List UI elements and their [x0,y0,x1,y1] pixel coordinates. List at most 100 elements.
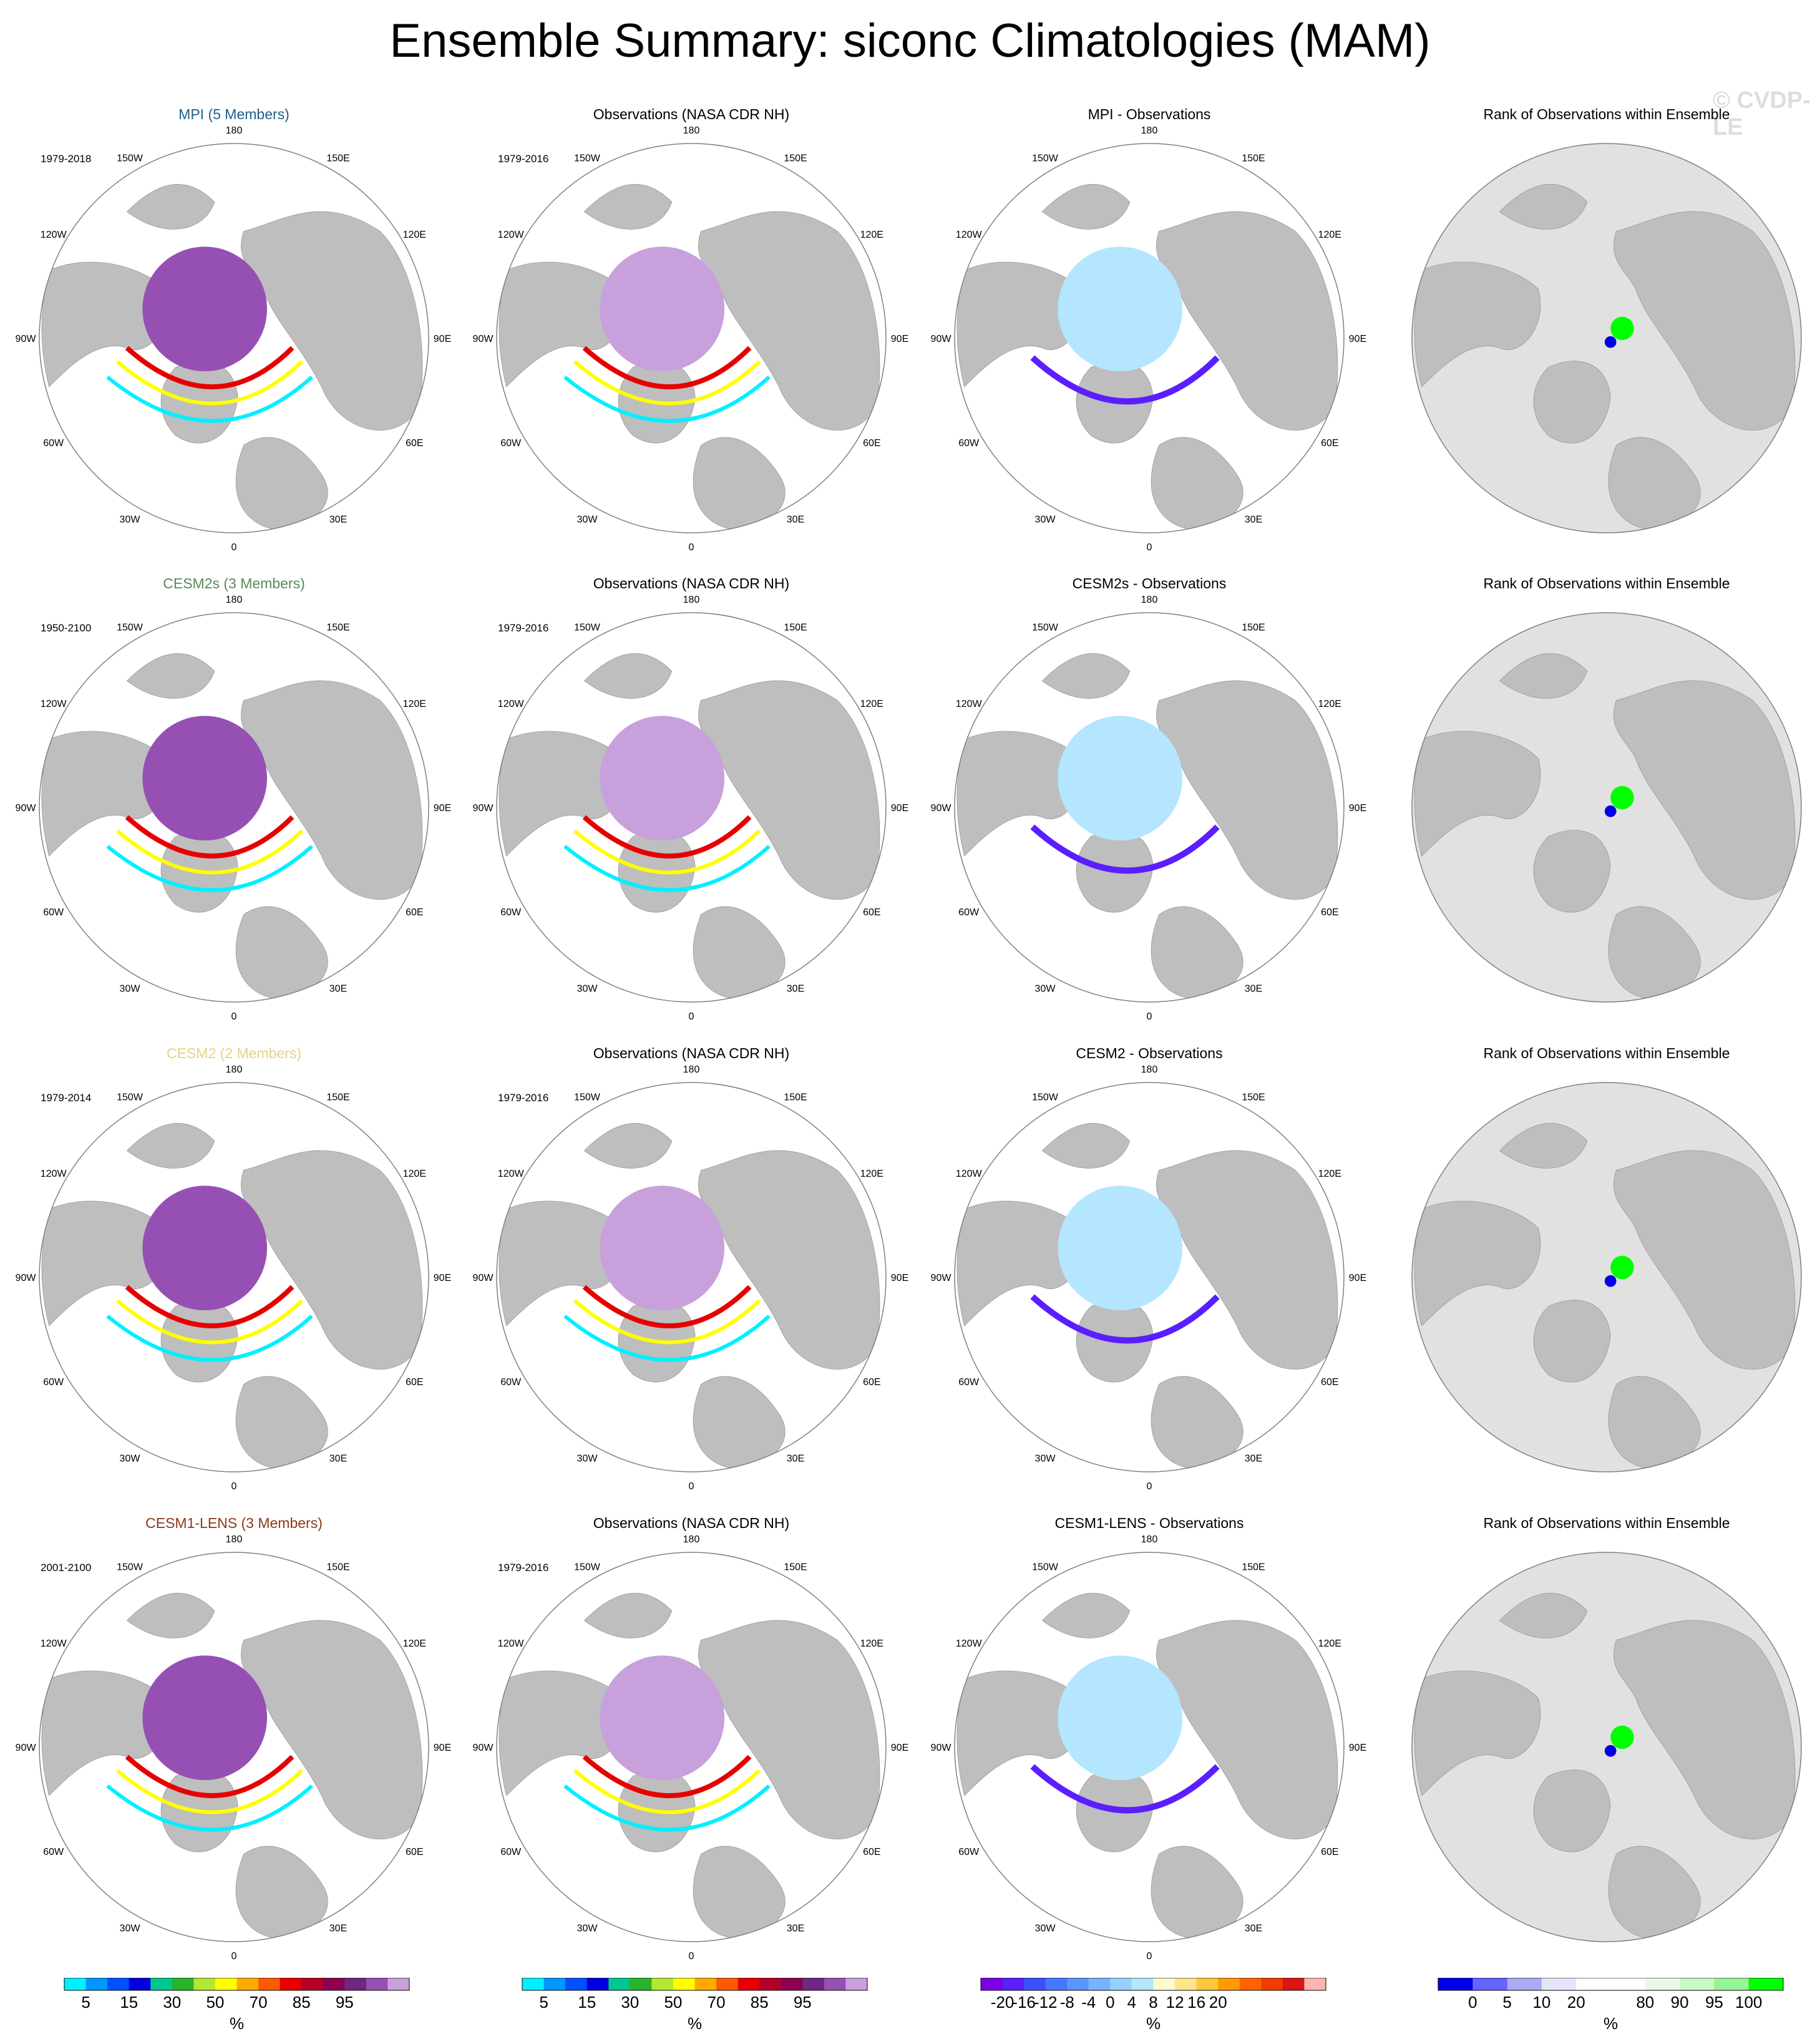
ice-edge [573,1299,761,1345]
lon-label: 120E [403,1638,426,1649]
rank-spot [1604,336,1617,348]
colorbar-tick-label: 95 [1705,1993,1723,2012]
colorbar-tick-label: 15 [578,1993,596,2012]
map-land [1533,830,1611,913]
colorbar-swatch [1507,1978,1542,1990]
colorbar-swatch [1748,1978,1784,1990]
map-land [1041,1593,1131,1638]
colorbar-swatch [1218,1978,1240,1990]
lon-label: 180 [226,1064,243,1075]
colorbar-tick-label: 70 [250,1993,268,2012]
lon-label: 150E [326,153,349,164]
colorbar-swatch [1610,1978,1646,1990]
lon-label: 90W [473,803,494,814]
lon-label: 30E [787,983,804,994]
map-land [1499,1593,1588,1638]
map-land [1414,1670,1541,1796]
colorbar-swatch [1472,1978,1508,1990]
ice-core [600,246,725,372]
lon-label: 180 [1141,595,1158,605]
lon-label: 180 [226,125,243,136]
map-land [583,184,673,230]
lon-label: 120E [403,230,426,240]
panel-title-diff: MPI - Observations [1088,106,1211,122]
colorbar-swatch [1576,1978,1611,1990]
lon-label: 120W [41,1169,67,1179]
lon-label: 120E [1318,1169,1341,1179]
colorbar-tick-label: 5 [539,1993,548,2012]
colorbar-swatch [280,1978,302,1990]
diff-core [1058,246,1183,372]
lon-label: 0 [689,1011,694,1022]
colorbar-swatch [737,1978,760,1990]
colorbar-tick-label: -4 [1081,1993,1096,2012]
rank-spot [1610,786,1634,810]
lon-label: 60W [958,907,980,918]
lon-label: 180 [683,1064,700,1075]
lon-label: 30W [120,983,141,994]
colorbar-swatch [1196,1978,1219,1990]
lon-label: 120W [956,230,983,240]
colorbar-swatch [1175,1978,1197,1990]
lon-label: 60E [1321,907,1338,918]
rank-spot [1610,1255,1634,1280]
ice-edge [125,346,294,389]
lon-label: 90W [16,803,37,814]
ice-edge [125,1285,294,1328]
lon-label: 60E [863,1847,880,1857]
ice-edge [125,815,294,859]
rank-spot [1604,805,1617,817]
colorbar-swatch [85,1978,108,1990]
lon-label: 180 [1141,1064,1158,1075]
map-border [954,143,1345,533]
colorbar-frame [1438,1978,1784,1991]
lon-label: 120W [41,230,67,240]
map-border [1411,1552,1802,1942]
panel-title-obs: Observations (NASA CDR NH) [593,1045,790,1061]
lon-label: 30E [1245,1923,1262,1934]
panel-title-diff: CESM2 - Observations [1076,1045,1223,1061]
colorbar-tick-label: 12 [1166,1993,1184,2012]
lon-label: 30W [1035,514,1056,525]
lon-label: 0 [689,1481,694,1492]
ice-edge [582,1754,752,1798]
map-land [1499,184,1588,230]
lon-label: 180 [1141,1534,1158,1545]
map-land [1613,211,1796,431]
lon-label: 30E [329,1453,347,1464]
colorbar-swatch [716,1978,739,1990]
colorbar-tick-label: 90 [1671,1993,1689,2012]
map-border [954,612,1345,1003]
colorbar-swatch [215,1978,237,1990]
colorbar-swatch [1714,1978,1749,1990]
ice-edge [106,376,313,423]
colorbar-swatch [1541,1978,1577,1990]
lon-label: 0 [231,1951,237,1962]
lon-label: 120W [956,699,983,709]
map-land [126,184,215,230]
lon-label: 90E [434,803,451,814]
colorbar: 5 15 30 50 70 85 95% [522,1978,868,2033]
lon-label: 60E [406,1377,423,1388]
ice-edge [106,845,313,892]
ice-core [142,1185,268,1311]
colorbar-swatch [824,1978,846,1990]
colorbar: 5 15 30 50 70 85 95% [64,1978,410,2033]
diff-edge [1030,824,1220,874]
lon-label: 90W [473,334,494,344]
lon-label: 60W [500,1377,522,1388]
colorbar-swatch [1261,1978,1283,1990]
colorbar-swatch [1088,1978,1111,1990]
colorbar-tick-label: -16 [1012,1993,1036,2012]
colorbar-swatch [150,1978,173,1990]
lon-label: 150W [1032,153,1059,164]
colorbar-tick-label: 8 [1149,1993,1157,2012]
colorbar-swatch [630,1978,652,1990]
colorbar-swatch [759,1978,782,1990]
lon-label: 120W [41,1638,67,1649]
colorbar-tick-label: -8 [1060,1993,1074,2012]
ice-edge [115,1299,304,1345]
